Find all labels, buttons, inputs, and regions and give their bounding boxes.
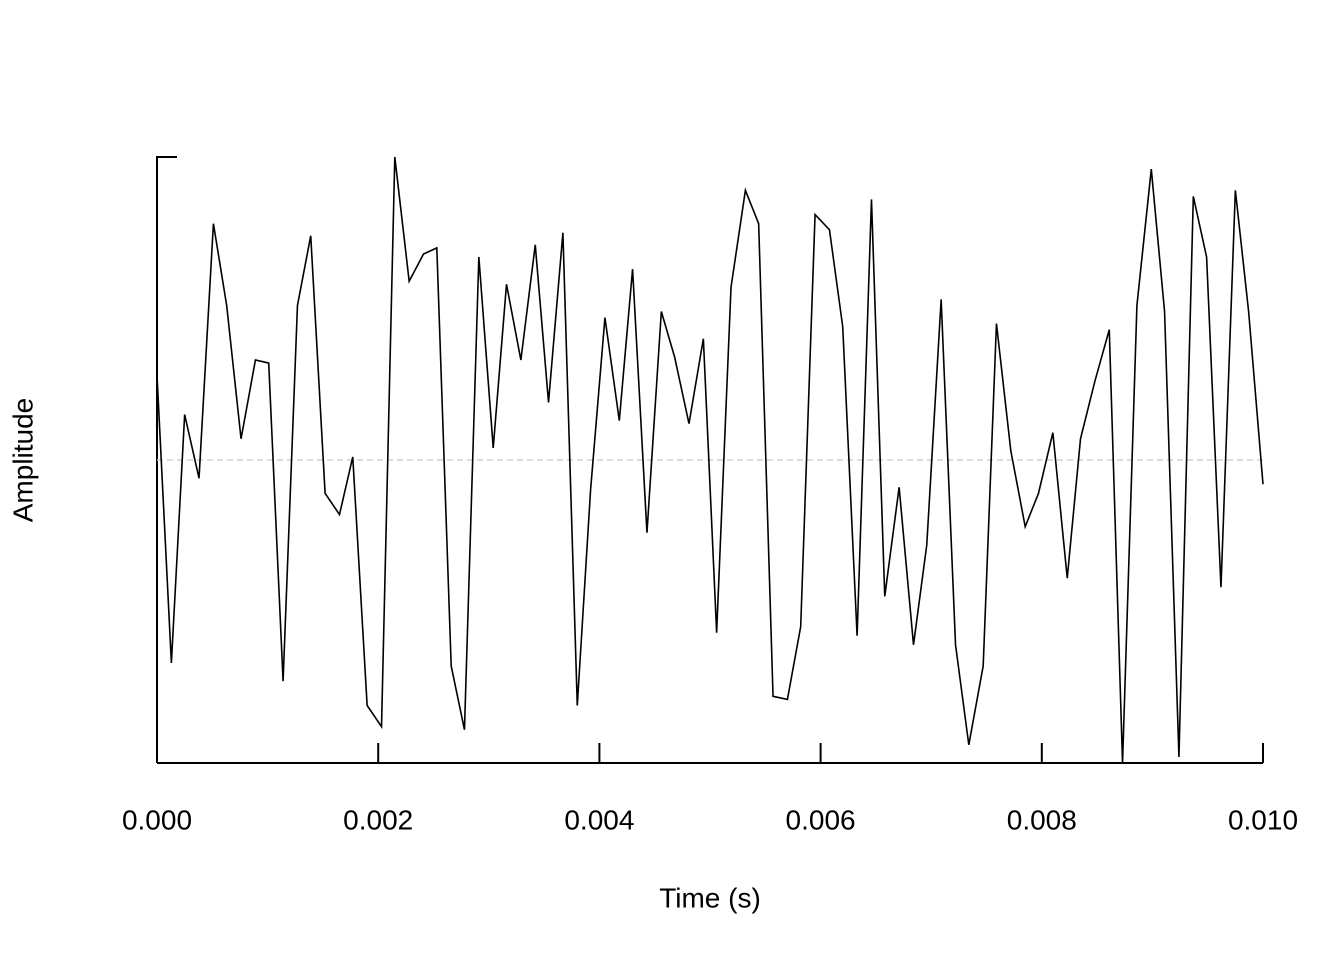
x-tick-label: 0.008 [1007,804,1077,835]
series-line [156,156,1264,764]
x-tick-label: 0.000 [122,804,192,835]
x-tick-label: 0.004 [564,804,634,835]
x-tick-label: 0.002 [343,804,413,835]
x-axis-label: Time (s) [659,882,761,913]
x-tick-label: 0.010 [1228,804,1298,835]
x-tick-label: 0.006 [786,804,856,835]
y-axis-label: Amplitude [7,398,38,523]
y-axis-line [156,156,177,763]
